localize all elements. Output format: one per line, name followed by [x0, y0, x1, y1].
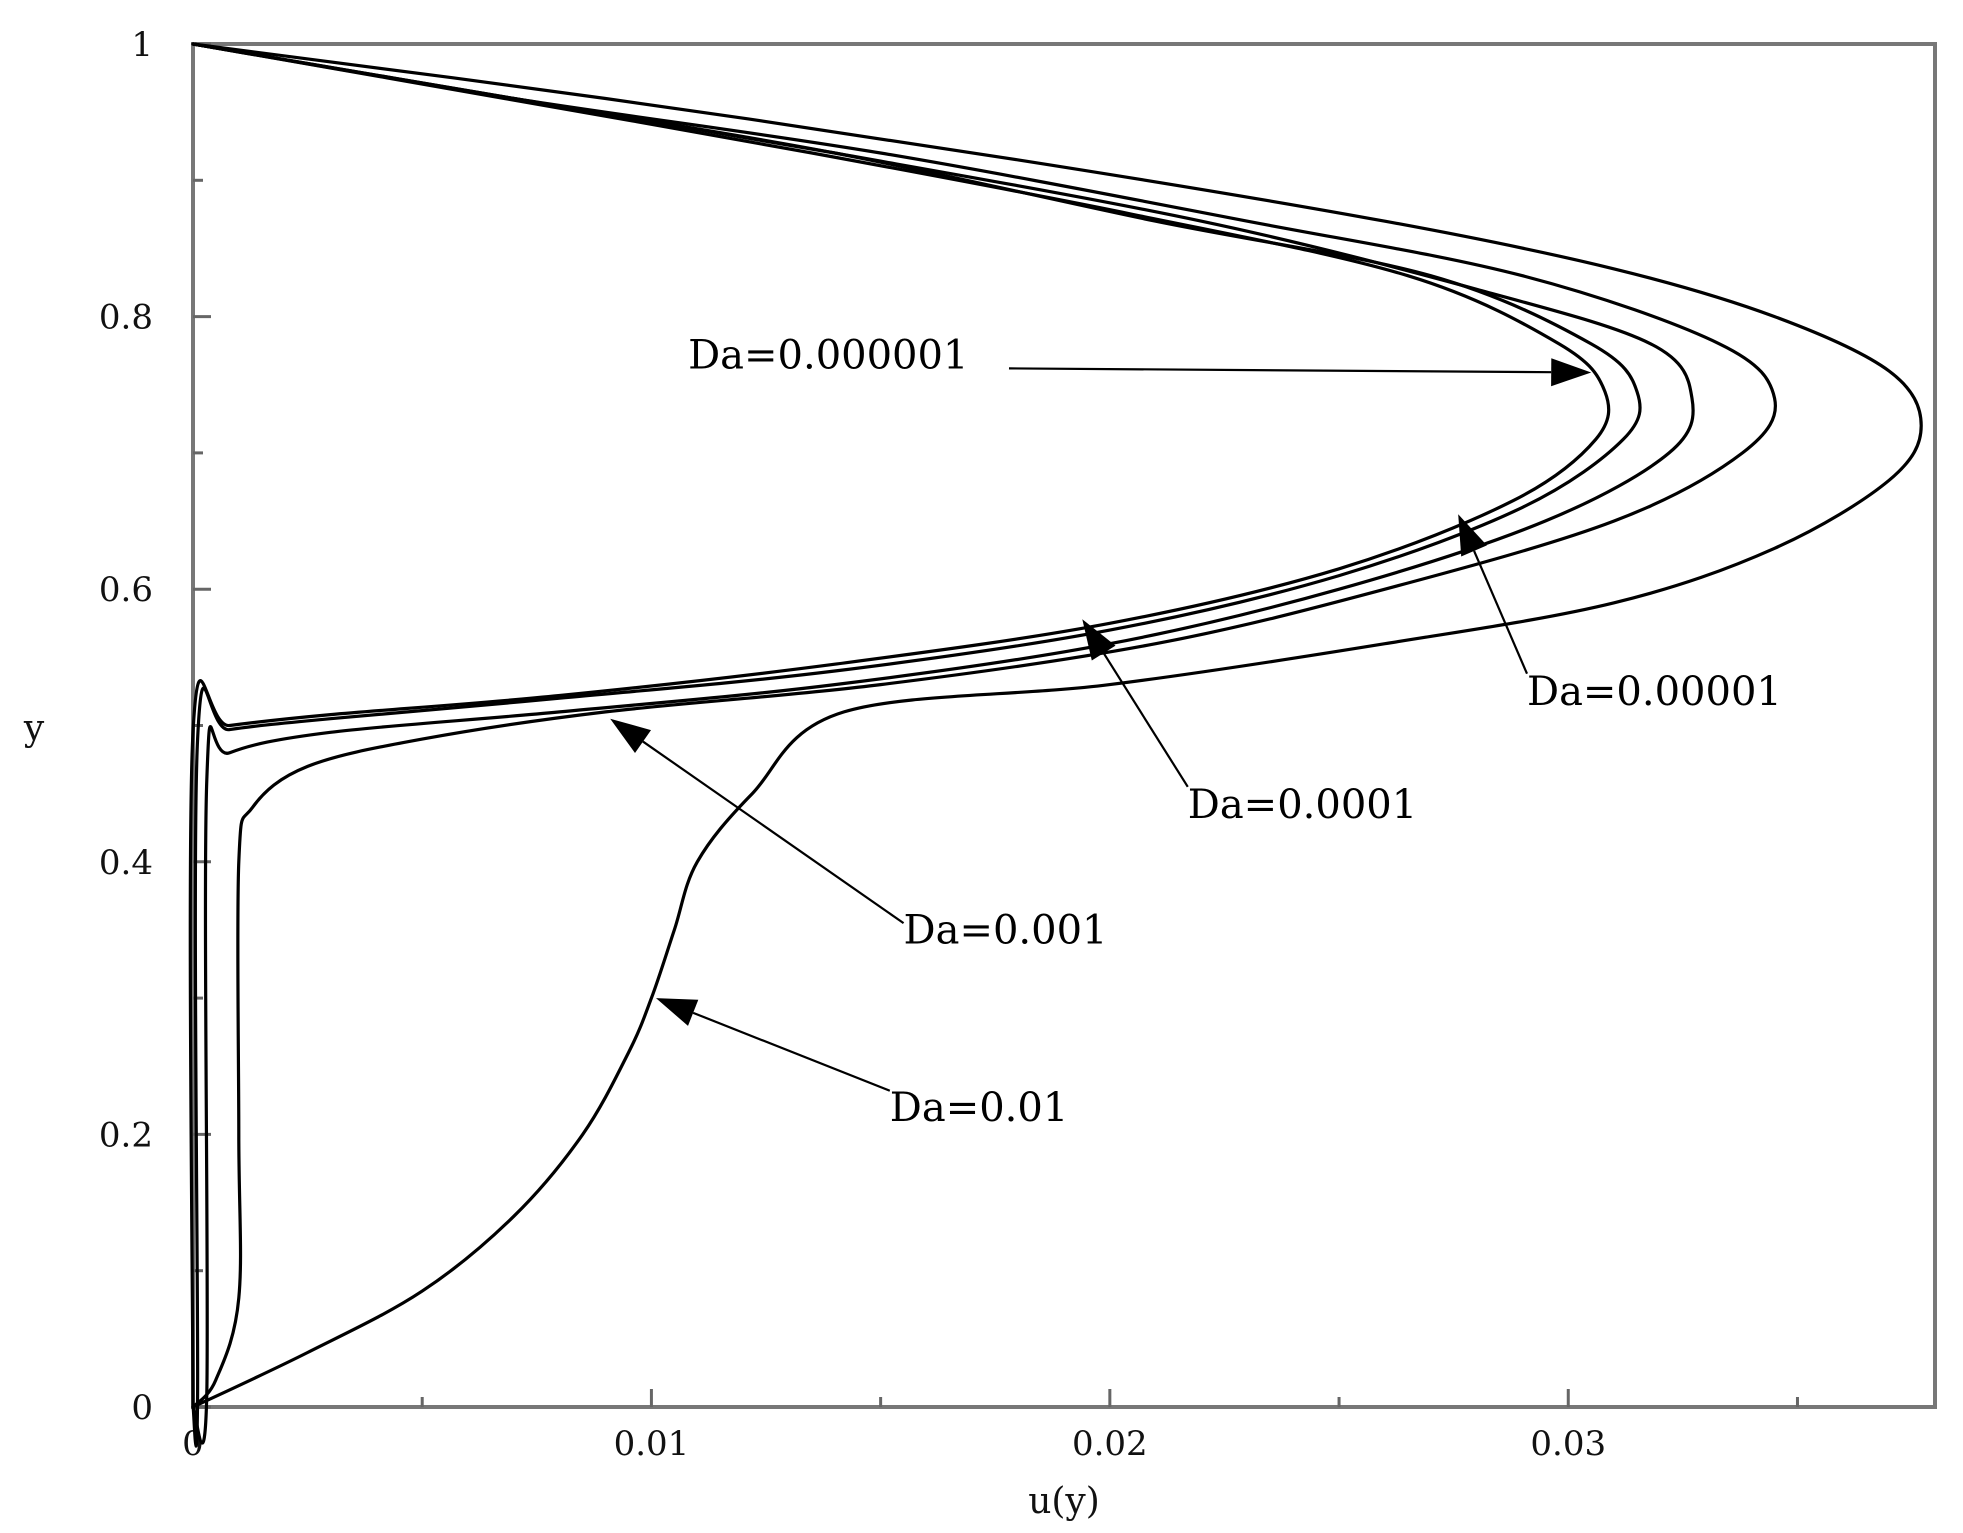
- x-axis-title: u(y): [1028, 1481, 1100, 1522]
- y-axis-title: y: [23, 708, 45, 749]
- series-line-1: [191, 42, 1923, 1409]
- annotation-label: Da=0.01: [890, 1085, 1069, 1131]
- y-tick-label: 0: [131, 1388, 153, 1428]
- annotations: Da=0.000001 Da=0.00001 Da=0.0001 Da=0.001 Da…: [610, 332, 1782, 1131]
- annotation-arrow-line: [642, 740, 905, 925]
- y-tick-label: 0.8: [99, 298, 153, 338]
- series-line-2: [191, 42, 1777, 1409]
- y-tick-label: 0.2: [99, 1115, 153, 1155]
- annotation-arrowhead: [1551, 358, 1592, 387]
- series-line-5: [188, 42, 1611, 1409]
- x-tick-label: 0.02: [1072, 1424, 1148, 1464]
- x-tick-label: 0.03: [1530, 1424, 1606, 1464]
- data-series: [188, 42, 1923, 1448]
- y-tick-label: 1: [131, 25, 153, 65]
- annotation-arrowhead: [1082, 619, 1116, 661]
- annotation-arrow-line: [692, 1011, 891, 1092]
- x-tick-label: 0.01: [614, 1424, 690, 1464]
- annotation-arrowhead: [1458, 514, 1487, 557]
- annotation-label: Da=0.00001: [1527, 669, 1782, 715]
- annotation-arrowhead: [656, 998, 699, 1026]
- y-tick-label: 0.4: [99, 843, 153, 883]
- annotation-arrow-line: [1008, 367, 1552, 374]
- annotation-arrowhead: [610, 718, 651, 753]
- annotation-arrow-line: [1473, 550, 1529, 675]
- annotation-label: Da=0.0001: [1188, 782, 1417, 828]
- annotation-label: Da=0.000001: [688, 332, 968, 378]
- series-line-3: [191, 42, 1695, 1445]
- annotation-arrow-line: [1102, 652, 1189, 788]
- axis-ticks: [191, 42, 1799, 1409]
- annotation-label: Da=0.001: [904, 908, 1108, 954]
- y-tick-label: 0.6: [99, 570, 153, 610]
- series-line-4: [191, 42, 1642, 1448]
- plot-frame: [191, 42, 1937, 1409]
